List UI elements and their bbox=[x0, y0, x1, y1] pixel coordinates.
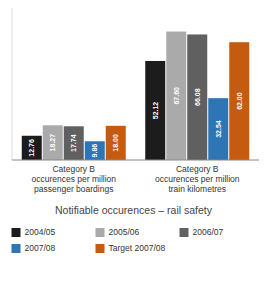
data-label: 18.27 bbox=[49, 134, 56, 152]
legend-swatch bbox=[180, 228, 189, 237]
data-label: 52.12 bbox=[152, 102, 159, 120]
bar bbox=[145, 61, 165, 160]
legend-swatch bbox=[12, 228, 21, 237]
data-label: 18.00 bbox=[112, 134, 119, 152]
y-axis-line bbox=[12, 8, 13, 160]
legend-label: 2004/05 bbox=[25, 227, 56, 237]
bar bbox=[208, 98, 228, 160]
chart: 12.76 18.27 17.74 9.86 18.00 52.12 67.60 66.08 3… bbox=[0, 0, 267, 281]
bar bbox=[43, 125, 63, 160]
legend-swatch bbox=[96, 228, 105, 237]
legend-label: 2006/07 bbox=[193, 227, 224, 237]
bar bbox=[64, 126, 84, 160]
bar bbox=[22, 136, 42, 160]
bar bbox=[106, 126, 126, 160]
bar bbox=[166, 32, 186, 160]
data-labels: 12.76 18.27 17.74 9.86 18.00 52.12 67.60 66.08 3… bbox=[28, 87, 243, 158]
legend-label: 2007/08 bbox=[25, 243, 56, 253]
data-label: 62.00 bbox=[236, 92, 243, 110]
bar bbox=[187, 34, 207, 160]
legend-swatch bbox=[96, 244, 105, 253]
legend: 2004/05 2005/06 2006/07 2007/08 Target 2007/… bbox=[12, 227, 224, 253]
x-tick-label: Category Boccurences per milliontrain ki… bbox=[155, 164, 240, 194]
data-label: 9.86 bbox=[91, 144, 98, 158]
data-label: 17.74 bbox=[70, 134, 77, 152]
legend-swatch bbox=[12, 244, 21, 253]
x-axis-line bbox=[12, 160, 259, 161]
data-label: 32.54 bbox=[215, 120, 222, 138]
legend-label: Target 2007/08 bbox=[109, 243, 166, 253]
title: Notifiable occurences – rail safety bbox=[55, 204, 213, 216]
bar bbox=[229, 42, 249, 160]
x-tick-label: Category Boccurences per millionpassenge… bbox=[31, 164, 116, 194]
bars bbox=[22, 32, 250, 160]
legend-label: 2005/06 bbox=[109, 227, 140, 237]
data-label: 12.76 bbox=[28, 139, 35, 157]
data-label: 67.60 bbox=[173, 87, 180, 105]
data-label: 66.08 bbox=[194, 88, 201, 106]
bar bbox=[85, 141, 105, 160]
